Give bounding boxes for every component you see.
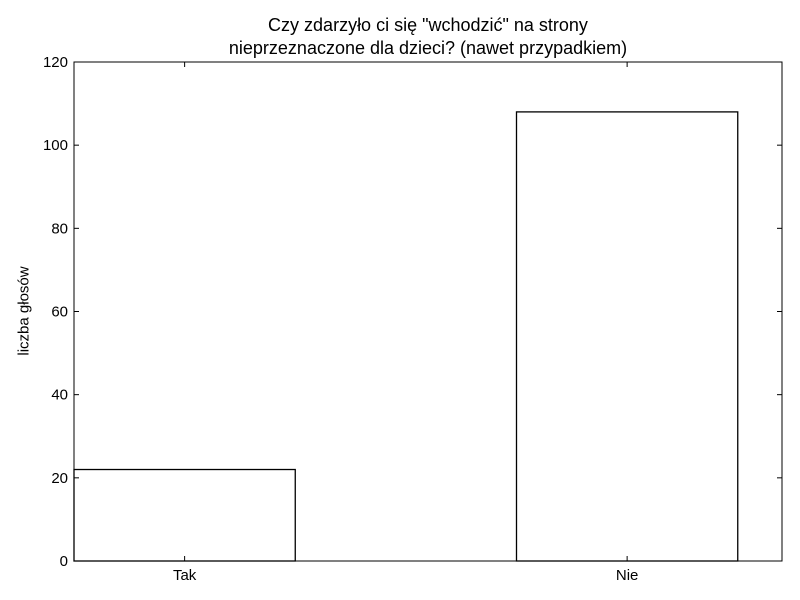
y-tick-label-0: 0 — [60, 553, 68, 570]
chart-title-line-1: Czy zdarzyło ci się "wchodzić" na strony — [268, 15, 588, 35]
y-tick-label-80: 80 — [51, 220, 68, 237]
bar-nie — [515, 111, 739, 562]
chart-title-line-2: nieprzeznaczone dla dzieci? (nawet przyp… — [228, 38, 628, 58]
y-tick-label-100: 100 — [43, 137, 68, 154]
y-tick-label-20: 20 — [51, 470, 68, 487]
bars-layer — [73, 111, 739, 562]
x-tick-label-tak: Tak — [173, 567, 197, 584]
bar-tak — [73, 468, 296, 562]
ticks-layer: Tak Nie 0 20 40 60 80 100 120 — [43, 54, 782, 584]
y-tick-label-120: 120 — [43, 54, 68, 71]
x-tick-label-nie: Nie — [616, 567, 639, 584]
plot-frame — [73, 61, 783, 562]
y-tick-label-60: 60 — [51, 304, 68, 321]
y-tick-label-40: 40 — [51, 387, 68, 404]
